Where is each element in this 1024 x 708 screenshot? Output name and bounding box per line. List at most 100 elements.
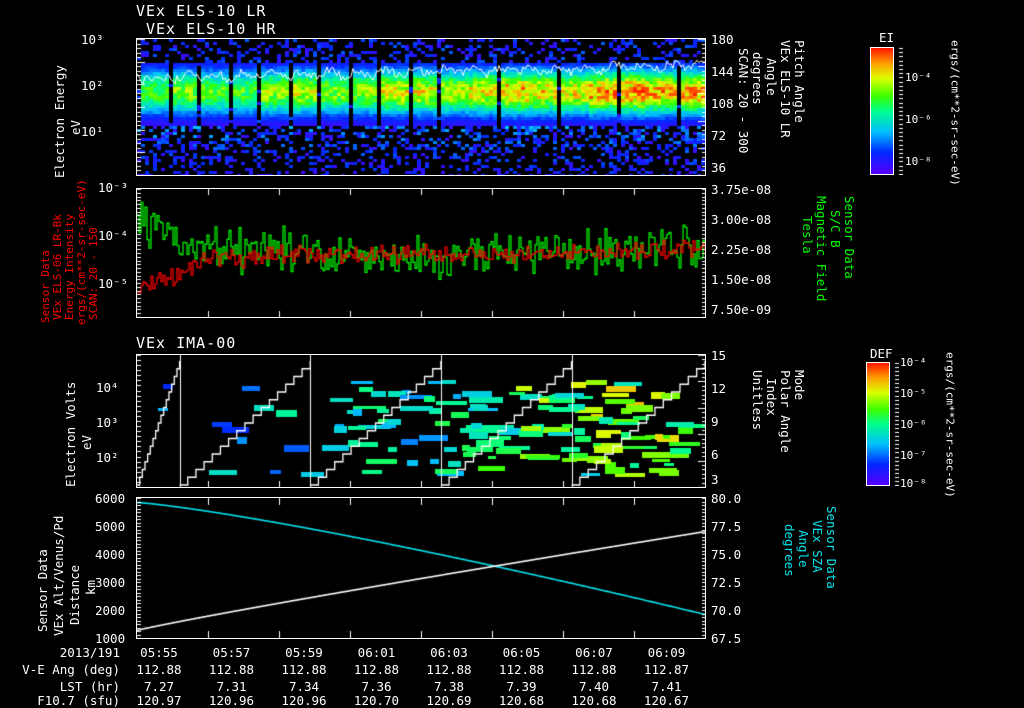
panel2-right-label-line4: Tesla [800,216,816,296]
table-cell-3-1: 120.96 [208,693,255,708]
panel4-right-label-text4: degrees [782,524,798,577]
table-cell-1-4: 112.88 [426,662,472,677]
panel1-ytick-1000: 10³ [81,32,104,47]
colorbar1[interactable] [870,47,894,175]
table-cell-3-4: 120.69 [426,693,472,708]
panel4-ytick-5000: 5000 [95,519,126,534]
panel3-right-label-line4: Unitless [750,370,765,460]
table-time-5: 06:05 [502,645,541,660]
panel4-left-label-line2: VEx Alt/Venus/Pd [51,498,66,636]
panel4-left-label-text1: Sensor Data [35,549,50,632]
panel1-y2tick-36: 36 [711,160,727,175]
panel4-y2tick-70: 70.0 [711,603,742,618]
panel2-y2tick-0: 3.75e-08 [711,182,772,197]
table-cell-1-6: 112.88 [571,662,617,677]
colorbar1-tick-1e-4: 10⁻⁴ [905,71,932,84]
table-time-3: 06:01 [357,645,396,660]
panel2-y2tick-4: 7.50e-09 [711,302,772,317]
panel4-ytick-4000: 4000 [95,547,126,562]
panel1-right-label-line4: degrees [750,52,766,162]
panel4-ytick-3000: 3000 [95,575,126,590]
table-cell-3-3: 120.70 [353,693,400,708]
table-cell-1-3: 112.88 [353,662,400,677]
table-time-0: 05:55 [140,645,178,660]
panel4-right-label-text1: Sensor Data [824,506,840,589]
table-cell-3-5: 120.68 [498,693,545,708]
table-time-2: 05:59 [285,645,323,660]
panel4-ytick-2000: 2000 [95,603,126,618]
panel2-right-label-line3: Magnetic Field [814,196,829,311]
panel4-right-label-line1: Sensor Data [824,506,840,616]
table-cell-2-2: 7.34 [288,679,320,694]
panel3-left-axis-units: eV [79,410,94,450]
panel1-y2tick-108: 108 [711,96,734,111]
panel4-left-minor-ticks [137,497,146,639]
colorbar2-tick-1e-4: 10⁻⁴ [900,356,927,369]
ima-ion-spectrogram[interactable] [137,355,705,487]
panel1-scan-range-text: SCAN: 20 - 300 [736,48,752,154]
panel1-scan-range: SCAN: 20 - 300 [736,48,752,178]
panel1-ytick-100: 10² [81,78,104,93]
table-cell-3-0: 120.97 [136,693,182,708]
table-cell-1-1: 112.88 [208,662,255,677]
panel3-ytick-1e4: 10⁴ [96,380,119,395]
panel3-y2tick-6: 6 [711,447,719,462]
panel3-left-axis-units-text: eV [79,434,94,450]
colorbar1-tick-1e-6: 10⁻⁶ [905,113,932,126]
panel3-right-minor-ticks [697,354,706,488]
panel4-right-label-line2: VEx SZA [810,520,826,610]
table-time-1: 05:57 [212,645,251,660]
table-cell-2-6: 7.40 [578,679,610,694]
panel3-y2tick-9: 9 [711,414,719,429]
panel3-plot-frame[interactable] [136,354,706,488]
panel3-right-label-line2: Polar Angle [778,370,794,470]
panel2-plot-frame[interactable] [136,188,706,318]
table-time-7: 06:09 [647,645,686,660]
colorbar2-ticks [890,362,899,486]
colorbar1-tick-1e-8: 10⁻⁸ [905,155,932,168]
panel4-right-label-text2: VEx SZA [810,520,826,573]
colorbar1-gradient [871,48,893,174]
panel1-right-label-line1: Pitch Angle [792,40,808,175]
energy-intensity-and-b-field-plot[interactable] [137,189,705,317]
colorbar2-gradient [867,363,889,485]
panel4-ytick-1000: 1000 [95,631,126,646]
table-cell-2-1: 7.31 [216,679,247,694]
table-cell-1-7: 112.87 [643,662,690,677]
colorbar2-units: ergs/(cm**2-sr-sec-eV) [944,352,957,498]
colorbar1-ticks [894,47,903,175]
electron-energy-spectrogram[interactable] [137,39,705,175]
panel3-right-label-text2: Polar Angle [778,370,794,453]
panel3-ytick-1e2: 10² [96,450,119,465]
panel2-ytick-1e-3: 10⁻³ [98,180,129,195]
panel2-ytick-1e-4: 10⁻⁴ [98,228,129,243]
panel1-right-minor-ticks [697,38,706,176]
colorbar1-units: ergs/(cm**2-sr-sec-eV) [949,40,962,186]
panel1-right-label-text4: degrees [750,52,766,105]
panel3-left-axis-label: Electron Volts [63,367,78,487]
panel3-right-label-line1: Mode [792,370,807,436]
panel2-y2tick-3: 1.50e-08 [711,272,772,287]
panel1-ytick-10: 10¹ [81,124,104,139]
panel2-right-label-text4: Tesla [800,216,816,254]
table-time-4: 06:03 [430,645,468,660]
panel1-title-line1: VEx ELS-10 LR [136,2,267,20]
panel4-y2tick-75: 75.0 [711,547,742,562]
panel1-plot-frame[interactable] [136,38,706,176]
table-cell-2-0: 7.27 [143,679,175,694]
panel4-left-label-text3: Distance [67,564,82,625]
table-cell-2-7: 7.41 [651,679,682,694]
panel1-right-label-text1: Pitch Angle [792,40,808,123]
table-cell-1-5: 112.88 [498,662,545,677]
colorbar2[interactable] [866,362,890,486]
table-cell-3-7: 120.67 [643,693,690,708]
altitude-and-sza-plot[interactable] [137,498,705,638]
table-row-label-0: 2013/191 [59,645,120,660]
table-row-label-1: V-E Ang (deg) [22,662,120,677]
panel4-y2tick-80: 80.0 [711,491,742,506]
panel4-y2tick-725: 72.5 [711,575,742,590]
panel4-plot-frame[interactable] [136,497,706,639]
table-cell-2-4: 7.38 [433,679,465,694]
panel4-left-label-text2: VEx Alt/Venus/Pd [51,515,66,636]
